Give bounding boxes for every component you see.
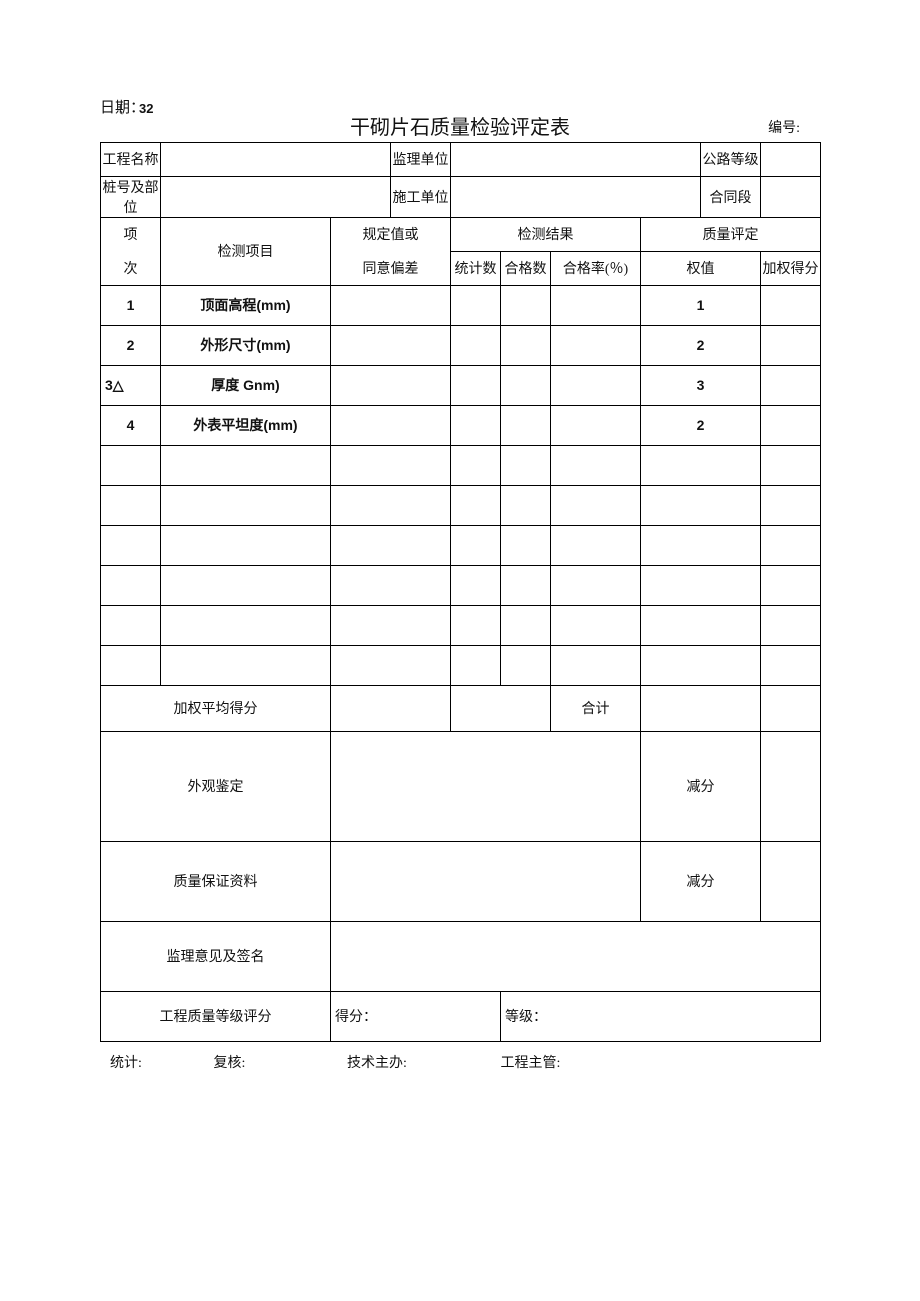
hdr-xiang: 项 [101, 217, 161, 251]
footer-row: 统计: 复核: 技术主办: 工程主管: [100, 1052, 820, 1072]
row-weight: 2 [641, 325, 761, 365]
label-qa: 质量保证资料 [101, 841, 331, 921]
hdr-jiaquan: 加权得分 [761, 251, 821, 285]
row-weight: 2 [641, 405, 761, 445]
footer-tongji: 统计: [110, 1052, 210, 1072]
row-item: 厚度 Gnm) [161, 365, 331, 405]
cell [331, 365, 451, 405]
cell [161, 142, 391, 176]
row-item: 外形尺寸(mm) [161, 325, 331, 365]
evaluation-table-main: 工程名称 监理单位 公路等级 桩号及部位 施工单位 合同段 项 检测项目 规定值… [100, 142, 821, 1042]
cell [761, 365, 821, 405]
hdr-hegelv: 合格率(％) [551, 251, 641, 285]
hdr-result: 检测结果 [451, 217, 641, 251]
row-no: 4 [101, 405, 161, 445]
row-weight: 3 [641, 365, 761, 405]
hdr-quanzhi: 权值 [641, 251, 761, 285]
row-no: 1 [101, 285, 161, 325]
cell [331, 685, 451, 731]
row-weight: 1 [641, 285, 761, 325]
label-road-grade: 公路等级 [701, 142, 761, 176]
row-item: 外表平坦度(mm) [161, 405, 331, 445]
hdr-tongjishu: 统计数 [451, 251, 501, 285]
label-construction: 施工单位 [391, 176, 451, 217]
cell [761, 685, 821, 731]
cell [451, 405, 501, 445]
footer-jishu: 技术主办: [347, 1052, 497, 1072]
cell [501, 405, 551, 445]
cell [331, 731, 641, 841]
label-project-name: 工程名称 [101, 142, 161, 176]
hdr-hegeshu: 合格数 [501, 251, 551, 285]
row-item: 顶面高程(mm) [161, 285, 331, 325]
label-heji: 合计 [551, 685, 641, 731]
cell [761, 405, 821, 445]
cell [451, 365, 501, 405]
label-supervisor: 监理单位 [391, 142, 451, 176]
cell [551, 325, 641, 365]
cell [761, 731, 821, 841]
cell [761, 142, 821, 176]
number-label: 编号: [768, 117, 800, 137]
label-appearance: 外观鉴定 [101, 731, 331, 841]
label-deduct: 减分 [641, 731, 761, 841]
hdr-guiding: 规定值或 [331, 217, 451, 251]
cell [451, 285, 501, 325]
cell [761, 841, 821, 921]
cell [551, 285, 641, 325]
cell [551, 405, 641, 445]
cell [761, 176, 821, 217]
cell [331, 325, 451, 365]
label-weighted-avg: 加权平均得分 [101, 685, 331, 731]
row-no: 2 [101, 325, 161, 365]
cell [451, 685, 551, 731]
hdr-ci: 次 [101, 251, 161, 285]
cell [761, 285, 821, 325]
hdr-quality: 质量评定 [641, 217, 821, 251]
cell [331, 285, 451, 325]
cell [331, 841, 641, 921]
footer-fuhe: 复核: [214, 1052, 344, 1072]
footer-gongcheng: 工程主管: [501, 1052, 651, 1072]
label-stake: 桩号及部位 [101, 176, 161, 217]
label-score: 得分： [331, 991, 501, 1041]
cell [331, 921, 821, 991]
cell [551, 365, 641, 405]
hdr-item: 检测项目 [161, 217, 331, 285]
hdr-tongyi: 同意偏差 [331, 251, 451, 285]
label-grade: 工程质量等级评分 [101, 991, 331, 1041]
label-contract: 合同段 [701, 176, 761, 217]
label-level: 等级： [501, 991, 821, 1041]
cell [451, 142, 701, 176]
cell [501, 285, 551, 325]
cell [761, 325, 821, 365]
cell [331, 405, 451, 445]
cell [501, 325, 551, 365]
page-title: 干砌片石质量检验评定表 [100, 111, 820, 140]
row-no: 3△ [101, 365, 161, 405]
label-deduct2: 减分 [641, 841, 761, 921]
cell [451, 176, 701, 217]
cell [501, 365, 551, 405]
label-supervisor-opinion: 监理意见及签名 [101, 921, 331, 991]
cell [451, 325, 501, 365]
cell [641, 685, 761, 731]
cell [161, 176, 391, 217]
